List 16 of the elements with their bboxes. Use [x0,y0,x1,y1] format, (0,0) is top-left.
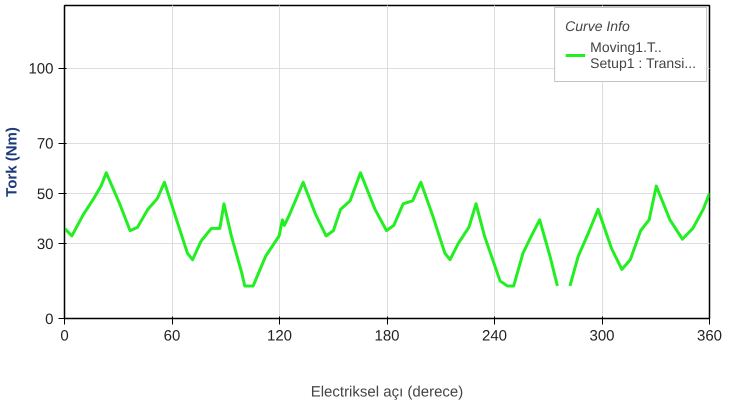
y-tick-label: 30 [36,236,54,253]
x-tick-label: 360 [696,328,722,344]
x-tick-label: 240 [482,328,508,344]
x-tick-label: 300 [589,328,615,344]
x-tick-label: 0 [60,328,69,344]
x-tick-label: 60 [164,328,180,344]
y-axis-title: Tork (Nm) [3,127,20,197]
x-tick-label: 180 [374,328,400,344]
x-axis-title: Electriksel açı (derece) [310,384,464,400]
x-tick-label: 120 [266,328,292,344]
legend-label: Moving1.T.. Setup1 : Transi... [590,39,696,71]
y-tick-label: 70 [36,136,54,153]
y-tick-label: 100 [28,60,54,78]
y-tick-label: 0 [45,311,54,328]
y-tick-label: 50 [36,186,54,203]
legend-title: Curve Info [565,18,631,34]
